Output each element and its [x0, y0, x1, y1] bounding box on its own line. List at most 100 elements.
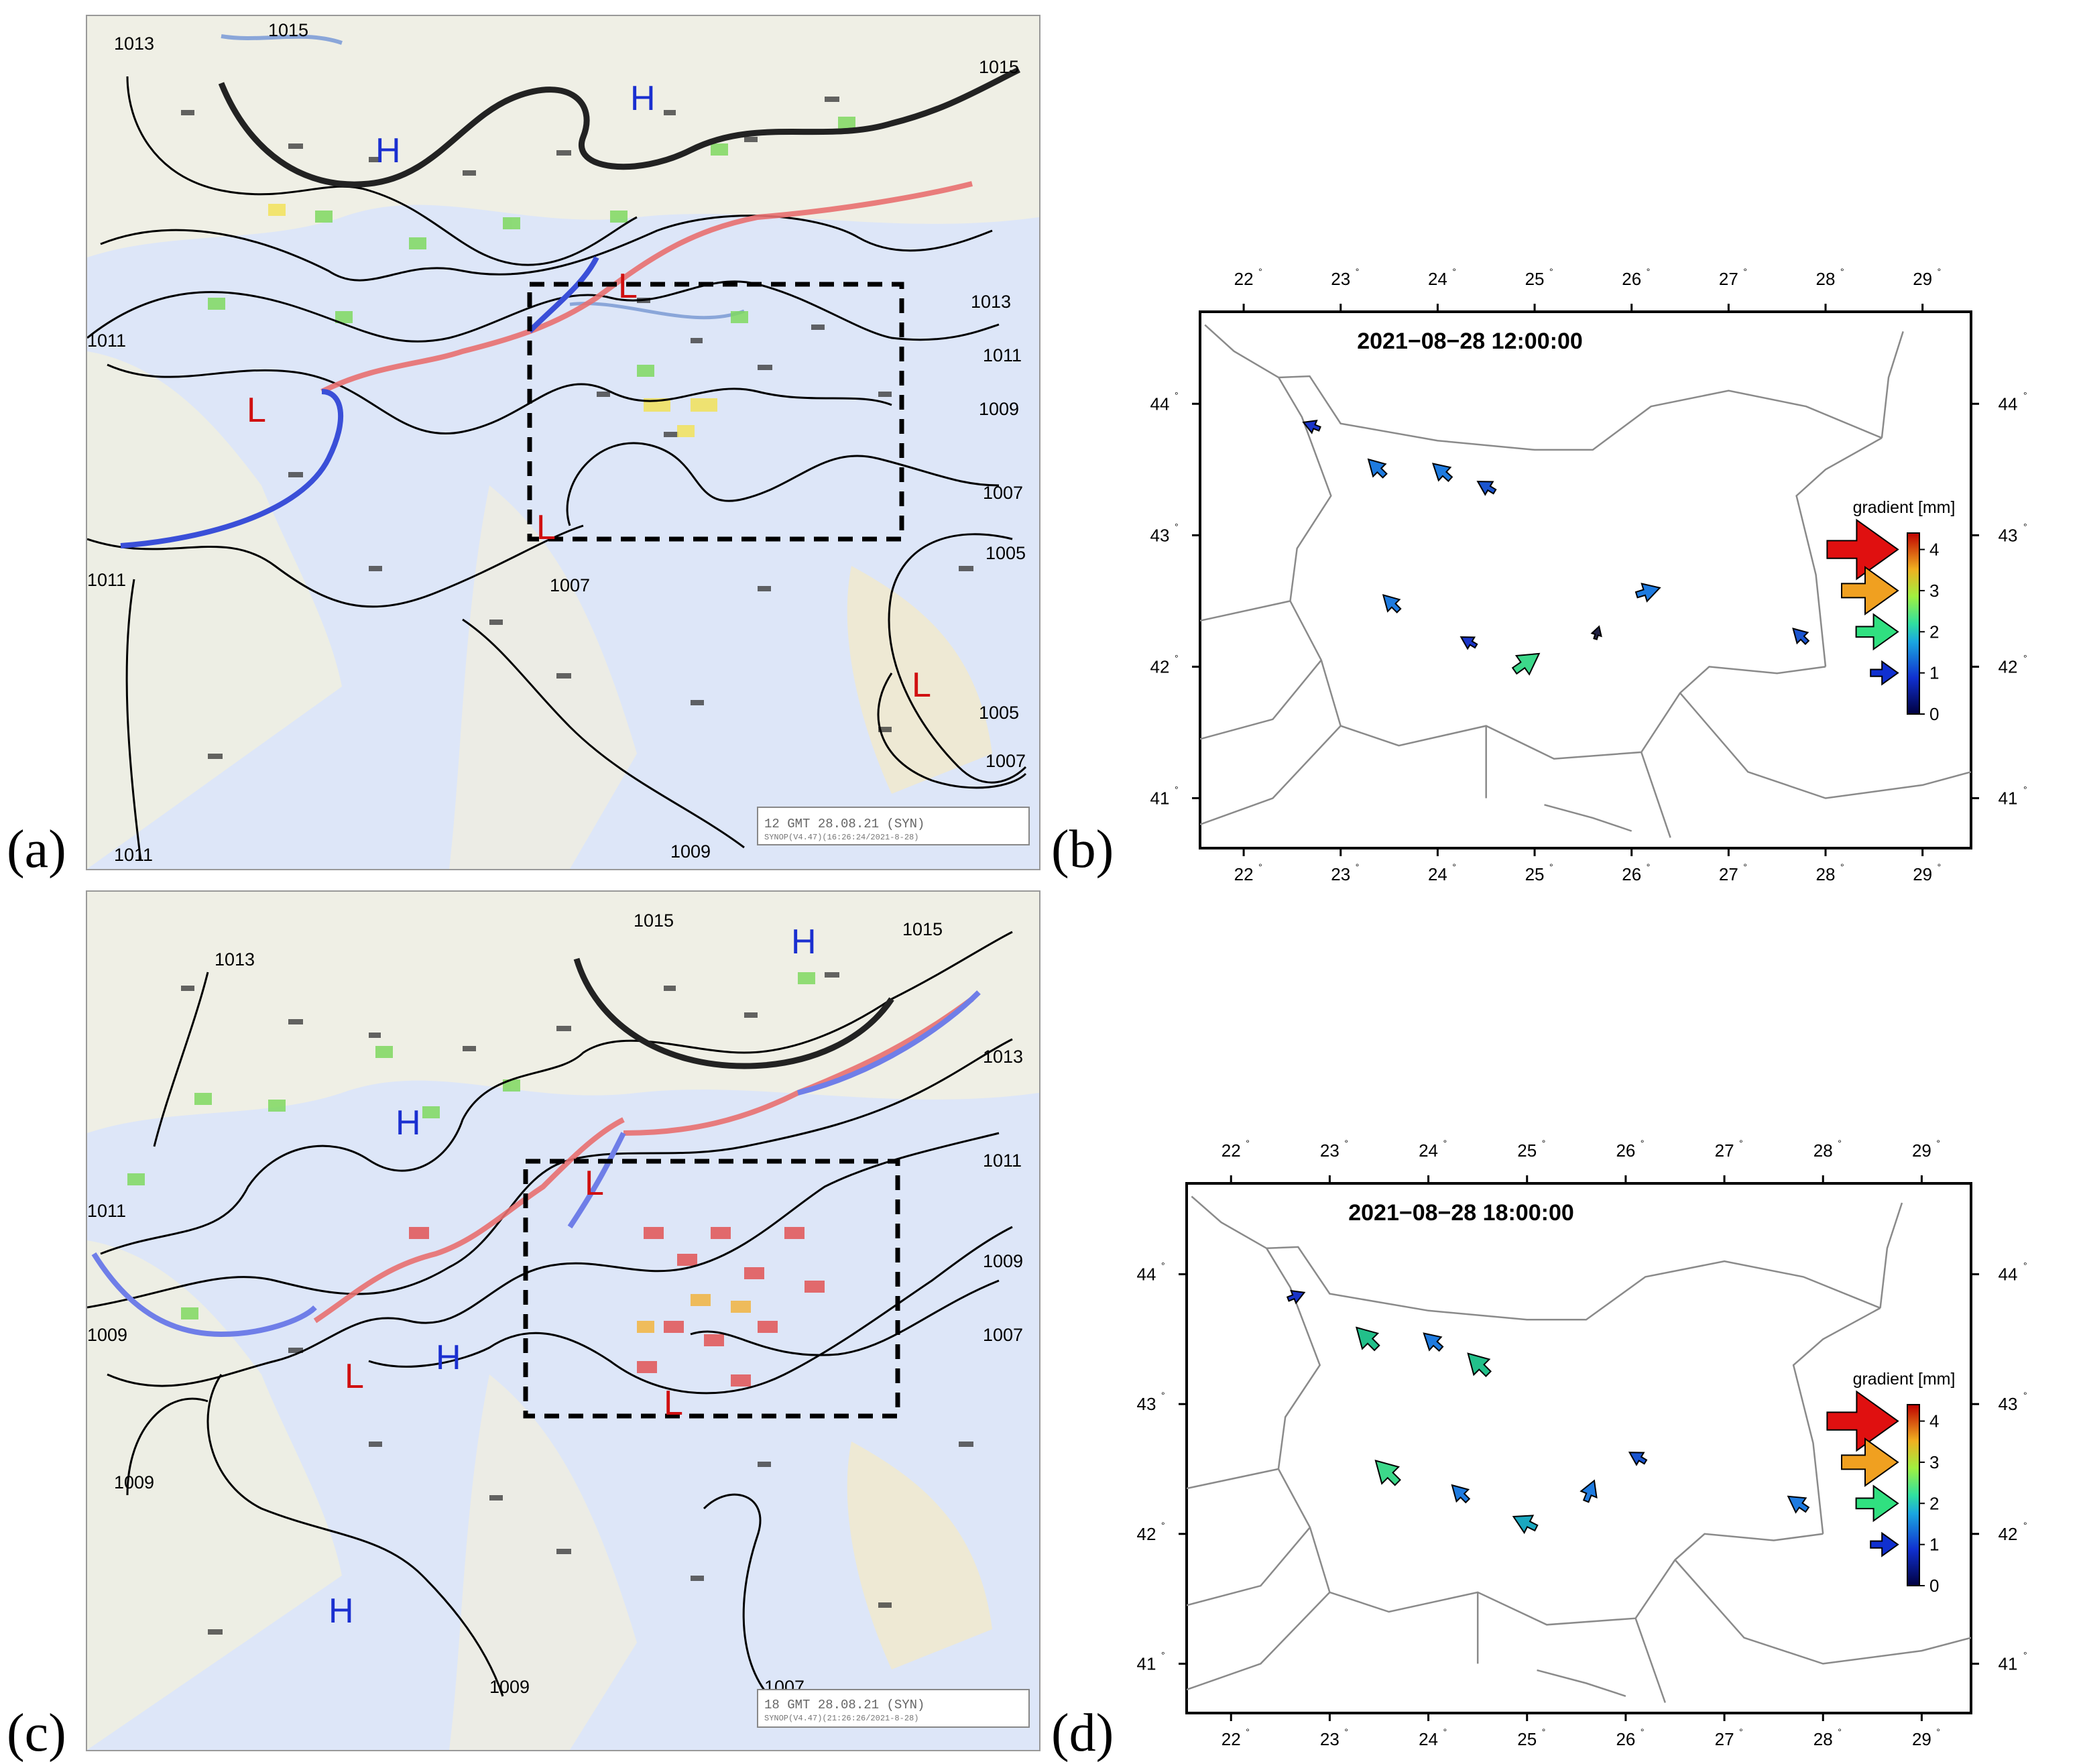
gradient-arrow [1423, 1332, 1444, 1352]
degree-symbol: ° [1743, 266, 1747, 277]
country-border [1278, 377, 1826, 760]
lon-tick-label: 29 [1913, 269, 1932, 289]
panel-label-b: (b) [1051, 820, 1114, 879]
degree-symbol: ° [1743, 862, 1747, 872]
legend-arrow [1841, 1437, 1899, 1487]
degree-symbol: ° [1161, 1260, 1165, 1271]
isobar-label: 1011 [87, 331, 126, 351]
panel-label-a: (a) [7, 820, 66, 879]
degree-symbol: ° [1840, 862, 1844, 872]
high-pressure-center: H [791, 923, 817, 961]
degree-symbol: ° [1938, 266, 1942, 277]
lat-tick-label: 41 [1999, 1653, 2018, 1673]
isobar-label: 1007 [983, 483, 1023, 503]
country-border [1199, 725, 1342, 825]
degree-symbol: ° [1356, 266, 1360, 277]
low-pressure-center: L [664, 1384, 683, 1423]
country-border [1186, 1468, 1279, 1490]
lon-tick-label: 29 [1912, 1140, 1931, 1161]
lon-tick-label: 22 [1234, 269, 1254, 289]
country-border [1191, 1195, 1267, 1249]
isobar-label: 1015 [634, 910, 674, 931]
isobar-label: 1015 [979, 57, 1019, 77]
degree-symbol: ° [1246, 1726, 1250, 1737]
map-title: 2021−08−28 18:00:00 [1348, 1200, 1574, 1226]
low-pressure-center: L [618, 267, 638, 306]
lon-tick-label: 22 [1234, 864, 1254, 884]
gradient-arrow [1476, 481, 1497, 496]
lon-tick-label: 26 [1616, 1729, 1635, 1749]
degree-symbol: ° [1936, 1726, 1940, 1737]
degree-symbol: ° [1549, 266, 1553, 277]
low-pressure-center: L [536, 508, 556, 547]
degree-symbol: ° [1838, 1138, 1842, 1149]
gradient-arrow [1511, 652, 1541, 676]
synoptic-chart-c-svg: 1013 1015 1015 1013 1011 1011 1009 1009 … [86, 892, 1039, 1750]
low-pressure-center: L [247, 391, 266, 430]
degree-symbol: ° [1542, 1726, 1546, 1737]
isobar-label: 1009 [489, 1677, 530, 1697]
lon-tick-label: 24 [1419, 1729, 1438, 1749]
degree-symbol: ° [1641, 1138, 1645, 1149]
high-pressure-center: H [375, 131, 401, 170]
degree-symbol: ° [1938, 862, 1942, 872]
lat-tick-label: 41 [1150, 788, 1170, 808]
country-border [1186, 1592, 1331, 1691]
lat-tick-label: 42 [1999, 1524, 2018, 1544]
isobar-label: 1011 [983, 1151, 1022, 1171]
lon-tick-label: 26 [1616, 1140, 1635, 1161]
lon-tick-label: 25 [1525, 864, 1545, 884]
lat-tick-label: 44 [1999, 394, 2018, 414]
lat-tick-label: 43 [1137, 1394, 1156, 1414]
gradient-arrow [1792, 628, 1810, 646]
lon-tick-label: 25 [1517, 1140, 1537, 1161]
gradient-arrow [1628, 1452, 1648, 1466]
degree-symbol: ° [2023, 1520, 2027, 1531]
gradient-arrow [1787, 1495, 1810, 1514]
legend-title: gradient [mm] [1853, 498, 1956, 517]
degree-symbol: ° [1542, 1138, 1546, 1149]
isobar-label: 1011 [87, 1201, 126, 1221]
chart-stamp: 18 GMT 28.08.21 (SYN) [764, 1698, 925, 1712]
lat-tick-label: 42 [1999, 656, 2018, 677]
colorbar-tick-label: 3 [1929, 1452, 1939, 1472]
lat-tick-label: 43 [1999, 525, 2018, 545]
lon-tick-label: 23 [1331, 269, 1350, 289]
legend-arrow [1870, 660, 1899, 686]
colorbar-tick-label: 3 [1929, 581, 1939, 601]
degree-symbol: ° [1452, 266, 1456, 277]
gradient-arrow [1580, 1479, 1598, 1503]
high-pressure-center: H [630, 79, 656, 118]
low-pressure-center: L [345, 1357, 364, 1396]
country-border [1204, 324, 1279, 379]
degree-symbol: ° [1739, 1726, 1743, 1737]
degree-symbol: ° [1647, 266, 1651, 277]
gradient-arrow [1286, 1289, 1306, 1305]
colorbar-tick-label: 0 [1929, 1576, 1939, 1596]
country-border [1199, 659, 1322, 740]
lon-tick-label: 28 [1813, 1729, 1833, 1749]
colorbar-tick-label: 1 [1929, 1535, 1939, 1555]
country-border [1266, 1248, 1824, 1626]
degree-symbol: ° [1549, 862, 1553, 872]
degree-symbol: ° [1246, 1138, 1250, 1149]
gradient-arrow [1382, 594, 1402, 613]
lat-tick-label: 44 [1150, 394, 1170, 414]
degree-symbol: ° [1647, 862, 1651, 872]
chart-stamp-sub: SYNOP(V4.47)(16:26:24/2021-8-28) [764, 833, 918, 842]
lon-tick-label: 27 [1719, 269, 1738, 289]
degree-symbol: ° [1838, 1726, 1842, 1737]
gradient-arrow [1355, 1326, 1380, 1352]
lat-tick-label: 42 [1137, 1524, 1156, 1544]
degree-symbol: ° [1443, 1726, 1447, 1737]
lon-tick-label: 29 [1913, 864, 1932, 884]
country-border [1278, 375, 1883, 451]
lon-tick-label: 27 [1715, 1140, 1734, 1161]
country-border [1544, 804, 1632, 832]
lon-tick-label: 26 [1622, 864, 1641, 884]
map-frame [1185, 1182, 1972, 1714]
isobar-label: 1009 [979, 399, 1019, 419]
synoptic-chart-a-svg: 1013 1015 1015 1013 1011 1011 1009 1007 … [86, 16, 1039, 869]
lat-tick-label: 41 [1999, 788, 2018, 808]
lon-tick-label: 25 [1525, 269, 1545, 289]
